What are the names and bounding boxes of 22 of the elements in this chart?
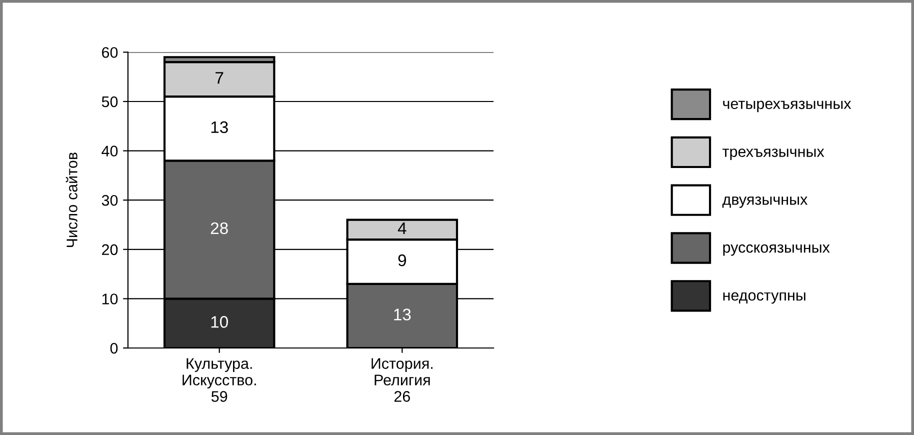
legend-label: трехъязычных bbox=[722, 148, 824, 160]
data-label: 28 bbox=[210, 222, 228, 234]
y-tick-label: 60 bbox=[102, 47, 118, 58]
legend-label: недоступны bbox=[723, 292, 806, 304]
data-label: 13 bbox=[211, 121, 228, 134]
y-tick-label: 30 bbox=[102, 194, 118, 206]
data-label: 7 bbox=[216, 72, 224, 84]
y-axis-title: Число сайтов bbox=[66, 152, 78, 248]
legend-label: четырехъязычных bbox=[723, 100, 852, 112]
legend-label: русскоязычных bbox=[723, 244, 830, 256]
x-tick-label: Культура. Искусство. 59 bbox=[182, 358, 256, 402]
data-label: 4 bbox=[398, 222, 406, 234]
x-tick-label: История. Религия 26 bbox=[372, 358, 433, 402]
data-label: 9 bbox=[398, 254, 406, 266]
y-tick-label: 0 bbox=[110, 342, 118, 354]
data-label: 10 bbox=[211, 316, 228, 328]
data-label: 13 bbox=[394, 308, 411, 320]
y-tick-label: 50 bbox=[102, 96, 118, 108]
legend-label: двуязычных bbox=[722, 196, 808, 208]
y-tick-label: 10 bbox=[102, 294, 118, 304]
y-tick-label: 20 bbox=[102, 244, 118, 256]
y-tick-label: 40 bbox=[102, 146, 118, 156]
